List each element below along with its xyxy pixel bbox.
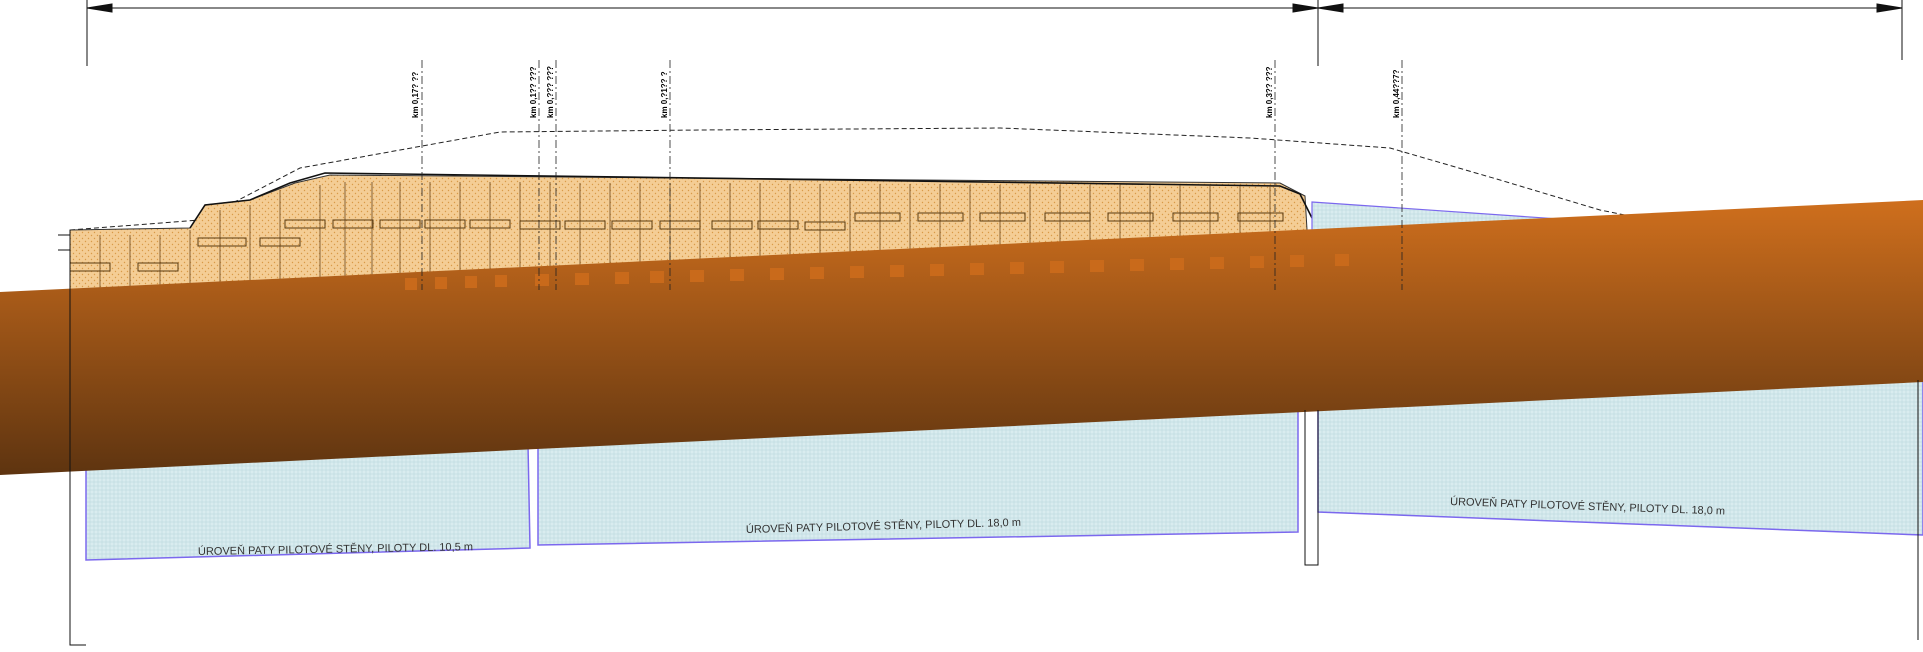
- station-label-1: km 0,17? ??: [411, 72, 420, 118]
- pile-toe-note-left: ÚROVEŇ PATY PILOTOVÉ STĚNY, PILOTY DL. 1…: [198, 540, 473, 558]
- station-label-5: km 0,3?? ???: [1265, 66, 1274, 118]
- left-section-frame: [58, 230, 1919, 646]
- pile-heads: [405, 254, 1349, 290]
- station-label-6: km 0,44??7?: [1392, 69, 1401, 118]
- dimension-lines: [86, 0, 1903, 66]
- original-terrain-dashed-line: [69, 127, 1701, 231]
- embankment-top-line: [189, 172, 1313, 229]
- station-label-4: km 0,?1?? ?: [660, 71, 669, 118]
- station-label-2: km 0,1?? ???: [529, 66, 538, 118]
- station-label-3: km 0,??? ???: [546, 66, 555, 118]
- station-axis-lines: [421, 60, 1403, 290]
- anchor-plates: [69, 212, 1284, 272]
- terrain-wedge: [0, 200, 1923, 475]
